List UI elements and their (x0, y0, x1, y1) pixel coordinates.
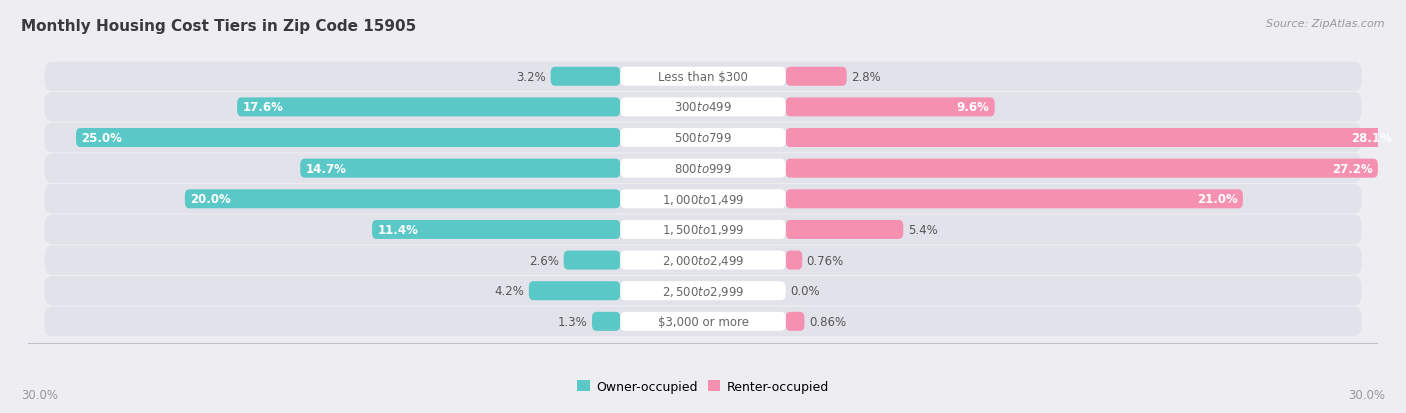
FancyBboxPatch shape (592, 312, 620, 331)
FancyBboxPatch shape (45, 276, 1361, 306)
Text: 0.76%: 0.76% (807, 254, 844, 267)
Text: 2.6%: 2.6% (530, 254, 560, 267)
FancyBboxPatch shape (620, 190, 786, 209)
Legend: Owner-occupied, Renter-occupied: Owner-occupied, Renter-occupied (572, 375, 834, 398)
FancyBboxPatch shape (620, 282, 786, 301)
FancyBboxPatch shape (45, 307, 1361, 336)
Text: 20.0%: 20.0% (190, 193, 231, 206)
FancyBboxPatch shape (45, 246, 1361, 275)
FancyBboxPatch shape (620, 129, 786, 148)
FancyBboxPatch shape (45, 154, 1361, 183)
FancyBboxPatch shape (786, 221, 903, 240)
FancyBboxPatch shape (45, 215, 1361, 244)
Text: $2,000 to $2,499: $2,000 to $2,499 (662, 254, 744, 268)
Text: 3.2%: 3.2% (516, 71, 547, 83)
FancyBboxPatch shape (301, 159, 620, 178)
FancyBboxPatch shape (620, 68, 786, 87)
Text: 17.6%: 17.6% (243, 101, 284, 114)
Text: 21.0%: 21.0% (1197, 193, 1237, 206)
FancyBboxPatch shape (45, 185, 1361, 214)
FancyBboxPatch shape (786, 159, 1378, 178)
FancyBboxPatch shape (45, 123, 1361, 153)
Text: 25.0%: 25.0% (82, 132, 122, 145)
FancyBboxPatch shape (786, 190, 1243, 209)
Text: Source: ZipAtlas.com: Source: ZipAtlas.com (1267, 19, 1385, 28)
FancyBboxPatch shape (564, 251, 620, 270)
FancyBboxPatch shape (786, 312, 804, 331)
Text: 9.6%: 9.6% (956, 101, 990, 114)
FancyBboxPatch shape (620, 221, 786, 240)
Text: 14.7%: 14.7% (305, 162, 346, 175)
Text: 5.4%: 5.4% (908, 223, 938, 236)
Text: 30.0%: 30.0% (1348, 388, 1385, 401)
Text: 1.3%: 1.3% (558, 315, 588, 328)
FancyBboxPatch shape (45, 62, 1361, 92)
FancyBboxPatch shape (551, 68, 620, 87)
Text: 11.4%: 11.4% (378, 223, 419, 236)
FancyBboxPatch shape (620, 98, 786, 117)
Text: 28.1%: 28.1% (1351, 132, 1392, 145)
FancyBboxPatch shape (620, 251, 786, 270)
Text: $3,000 or more: $3,000 or more (658, 315, 748, 328)
Text: 2.8%: 2.8% (851, 71, 880, 83)
Text: Less than $300: Less than $300 (658, 71, 748, 83)
FancyBboxPatch shape (786, 251, 803, 270)
Text: 0.86%: 0.86% (808, 315, 846, 328)
FancyBboxPatch shape (620, 312, 786, 331)
Text: 30.0%: 30.0% (21, 388, 58, 401)
Text: $1,500 to $1,999: $1,500 to $1,999 (662, 223, 744, 237)
FancyBboxPatch shape (184, 190, 620, 209)
Text: $1,000 to $1,499: $1,000 to $1,499 (662, 192, 744, 206)
Text: $300 to $499: $300 to $499 (673, 101, 733, 114)
Text: 27.2%: 27.2% (1331, 162, 1372, 175)
FancyBboxPatch shape (529, 282, 620, 301)
FancyBboxPatch shape (76, 129, 620, 148)
Text: $500 to $799: $500 to $799 (673, 132, 733, 145)
Text: $2,500 to $2,999: $2,500 to $2,999 (662, 284, 744, 298)
FancyBboxPatch shape (238, 98, 620, 117)
Text: 0.0%: 0.0% (790, 285, 820, 297)
FancyBboxPatch shape (373, 221, 620, 240)
FancyBboxPatch shape (786, 68, 846, 87)
FancyBboxPatch shape (620, 159, 786, 178)
Text: 4.2%: 4.2% (495, 285, 524, 297)
Text: $800 to $999: $800 to $999 (673, 162, 733, 175)
Text: Monthly Housing Cost Tiers in Zip Code 15905: Monthly Housing Cost Tiers in Zip Code 1… (21, 19, 416, 33)
FancyBboxPatch shape (786, 98, 994, 117)
FancyBboxPatch shape (786, 129, 1398, 148)
FancyBboxPatch shape (45, 93, 1361, 122)
